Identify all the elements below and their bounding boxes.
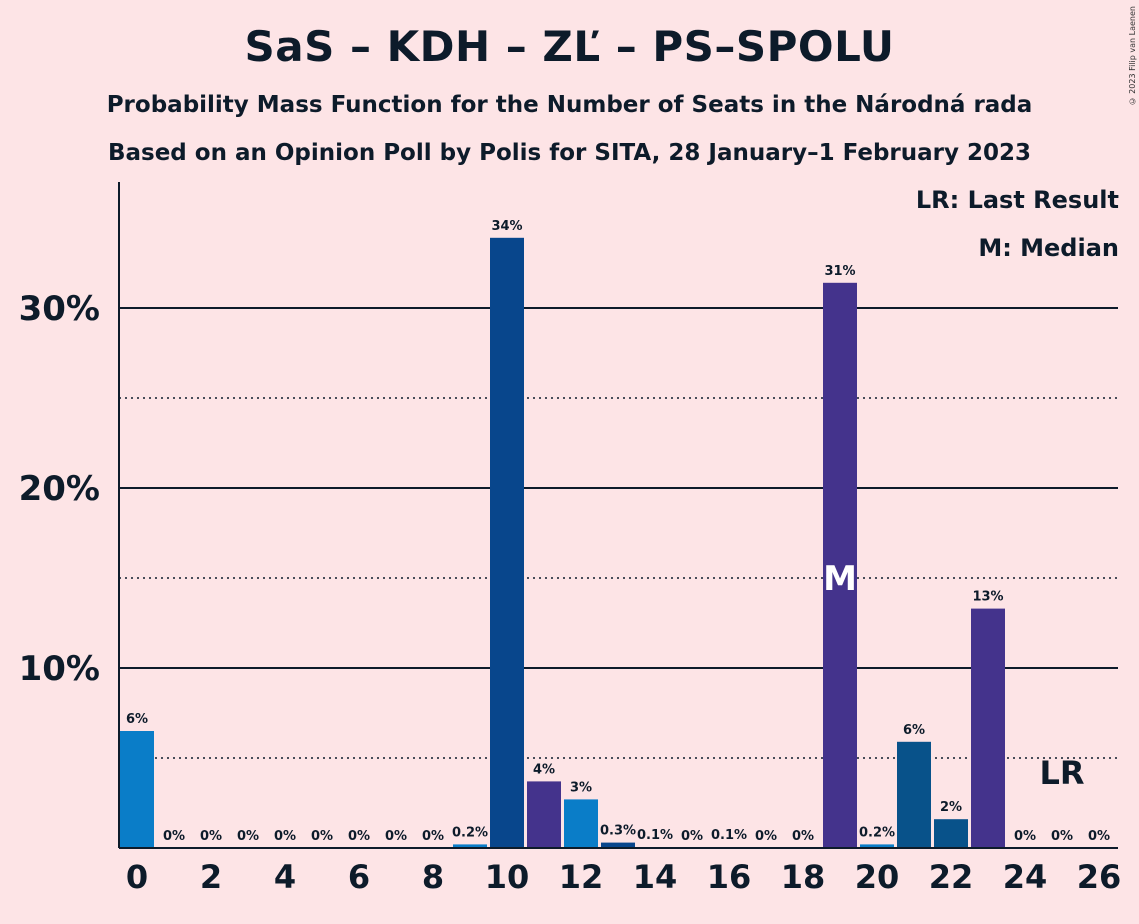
bars (120, 237, 1005, 849)
bar (527, 781, 561, 848)
bar (934, 819, 968, 848)
bar-value-label: 0% (163, 829, 185, 844)
bar (490, 237, 524, 849)
bar-value-label: 0.1% (637, 828, 673, 843)
bar-value-label: 6% (126, 712, 148, 727)
bar-value-label: 0% (792, 829, 814, 844)
bar (860, 844, 894, 848)
x-tick-label: 6 (348, 858, 370, 896)
x-tick-label: 14 (633, 858, 678, 896)
bar-value-label: 0% (200, 829, 222, 844)
gridlines (119, 307, 1118, 759)
bar-value-label: 0% (1014, 829, 1036, 844)
x-tick-label: 4 (274, 858, 296, 896)
bar-value-label: 0% (311, 829, 333, 844)
bar-value-label: 0.1% (711, 828, 747, 843)
x-tick-label: 22 (929, 858, 974, 896)
bar (564, 799, 598, 848)
bar (453, 844, 487, 848)
bar-value-label: 0% (681, 829, 703, 844)
bar-value-label: 0% (1088, 829, 1110, 844)
x-tick-label: 0 (126, 858, 148, 896)
bar-value-label: 0% (422, 829, 444, 844)
bar-value-label: 0% (1051, 829, 1073, 844)
bar (823, 282, 857, 848)
bar-value-label: 0.2% (859, 825, 895, 840)
chart-title: SaS – KDH – ZĽ – PS–SPOLU (244, 22, 895, 71)
bar-value-label: 31% (824, 264, 855, 279)
y-tick-label: 20% (19, 469, 100, 509)
bar (971, 608, 1005, 848)
bar-value-label: 34% (491, 219, 522, 234)
last-result-marker: LR (1039, 754, 1084, 792)
bar-value-label: 0.3% (600, 824, 636, 839)
x-tick-label: 8 (422, 858, 444, 896)
bar-value-label: 0% (237, 829, 259, 844)
y-tick-label: 10% (19, 649, 100, 689)
x-tick-label: 10 (485, 858, 530, 896)
x-tick-label: 20 (855, 858, 900, 896)
bar-value-label: 2% (940, 800, 962, 815)
bar (601, 842, 635, 848)
x-tick-label: 26 (1077, 858, 1122, 896)
bar-value-label: 4% (533, 762, 555, 777)
chart-subtitle-2: Based on an Opinion Poll by Polis for SI… (107, 140, 1032, 166)
x-tick-label: 2 (200, 858, 222, 896)
bar-value-label: 0% (274, 829, 296, 844)
bar-value-label: 13% (972, 590, 1003, 605)
x-tick-label: 18 (781, 858, 826, 896)
x-tick-label: 16 (707, 858, 752, 896)
y-tick-label: 30% (19, 289, 100, 329)
legend-last-result: LR: Last Result (915, 186, 1119, 214)
bar-value-label: 3% (570, 780, 592, 795)
bar (897, 741, 931, 848)
x-tick-label: 12 (559, 858, 604, 896)
x-tick-label: 24 (1003, 858, 1048, 896)
legend-median: M: Median (978, 234, 1119, 262)
bar-value-label: 0.2% (452, 825, 488, 840)
bar-value-label: 0% (348, 829, 370, 844)
bar-value-label: 6% (903, 723, 925, 738)
labels: 10%20%30%6%0% 0% 0% 0% 0% 0% 0% 0% 0.2%34%4%3%0.… (19, 219, 1122, 896)
bar-value-label: 0% (385, 829, 407, 844)
bar (120, 731, 154, 848)
chart-subtitle-1: Probability Mass Function for the Number… (106, 92, 1033, 118)
median-marker: M (823, 559, 857, 599)
bar-value-label: 0% (755, 829, 777, 844)
